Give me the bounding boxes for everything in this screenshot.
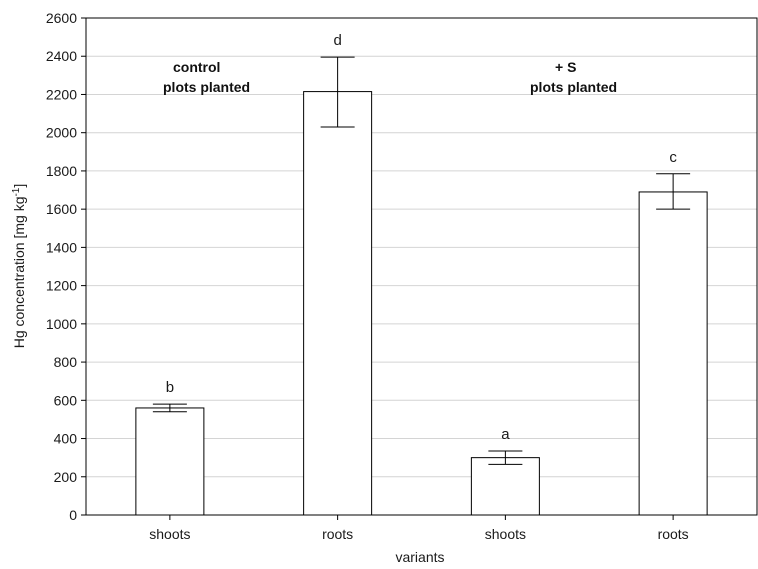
x-tick-label: shoots xyxy=(149,526,190,542)
y-axis-title: Hg concentration [mg kg-1] xyxy=(11,184,28,349)
y-tick-label: 600 xyxy=(54,392,78,408)
y-axis-title-main: Hg concentration [mg kg xyxy=(11,197,27,349)
x-axis-ticks: shoots roots shoots roots xyxy=(149,515,689,542)
bar-1 xyxy=(135,407,205,516)
y-tick-label: 2200 xyxy=(46,86,77,102)
y-tick-label: 800 xyxy=(54,354,78,370)
y-tick-label: 1600 xyxy=(46,201,77,217)
y-tick-label: 1800 xyxy=(46,163,77,179)
significance-letters: b d a c xyxy=(166,32,678,443)
annotation-s-line1: + S xyxy=(555,59,576,75)
bar-2 xyxy=(303,91,373,516)
bar-3 xyxy=(470,457,540,516)
y-axis-title-end: ] xyxy=(11,184,27,188)
significance-letter: c xyxy=(669,149,677,166)
x-tick-label: roots xyxy=(658,526,689,542)
error-bars xyxy=(152,56,691,465)
y-tick-label: 2000 xyxy=(46,125,77,141)
y-tick-label: 0 xyxy=(69,507,77,523)
y-tick-label: 200 xyxy=(54,469,78,485)
y-tick-label: 2400 xyxy=(46,48,77,64)
x-tick-label: roots xyxy=(322,526,353,542)
plot-frame xyxy=(85,17,758,516)
y-tick-label: 1400 xyxy=(46,239,77,255)
y-tick-label: 1000 xyxy=(46,316,77,332)
y-axis-title-sup: -1 xyxy=(11,187,22,196)
x-tick-label: shoots xyxy=(485,526,526,542)
x-axis-title: variants xyxy=(395,549,444,565)
y-axis-ticks: 0 200 400 600 800 1000 1200 1400 1600 1800 2000 220… xyxy=(46,10,86,523)
annotation-control-line1: control xyxy=(173,59,220,75)
y-tick-label: 1200 xyxy=(46,278,77,294)
bars xyxy=(135,91,708,516)
y-tick-label: 2600 xyxy=(46,10,77,26)
y-tick-label: 400 xyxy=(54,431,78,447)
annotation-control-line2: plots planted xyxy=(163,79,250,95)
significance-letter: a xyxy=(501,426,510,443)
significance-letter: d xyxy=(333,32,341,49)
significance-letter: b xyxy=(166,379,174,396)
annotation-s-line2: plots planted xyxy=(530,79,617,95)
bar-4 xyxy=(638,191,708,516)
